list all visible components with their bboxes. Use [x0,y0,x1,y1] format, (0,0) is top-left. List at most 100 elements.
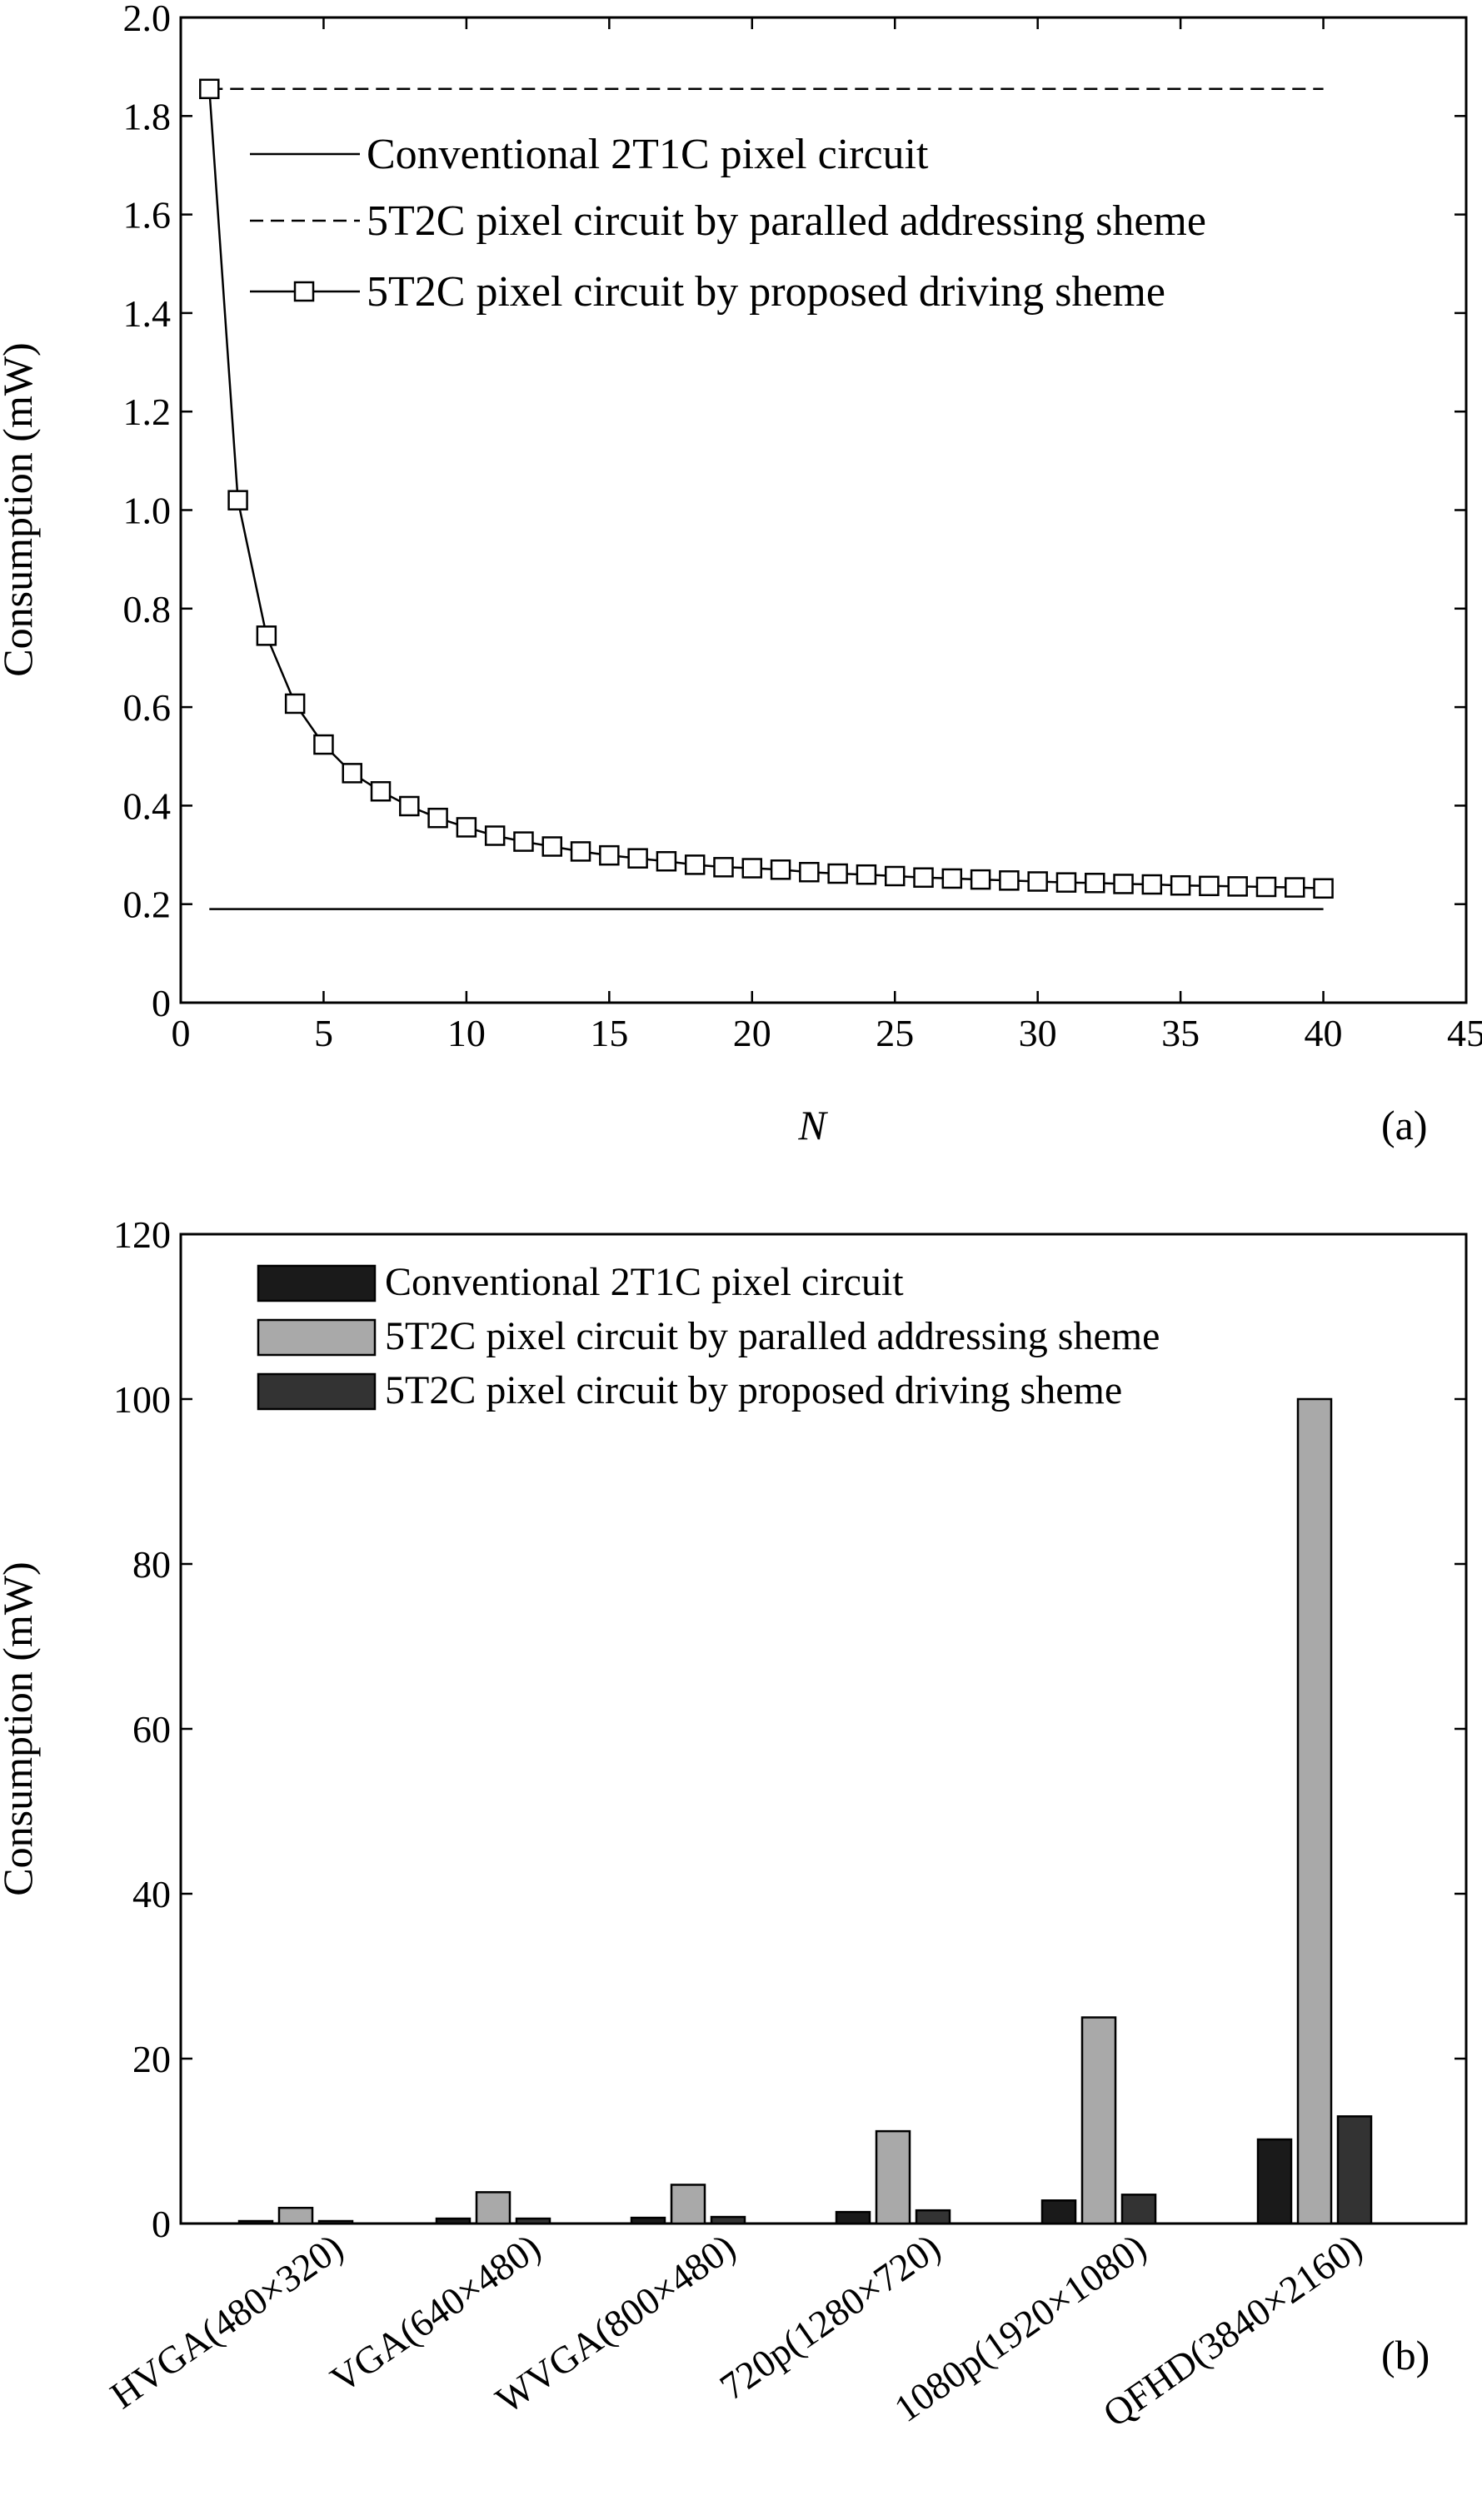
chart-b-bar [1040,2199,1077,2225]
chart-a-legend-item: Conventional 2T1C pixel circuit [250,131,929,178]
chart-a-data-point [227,490,248,510]
chart-a-data-point [999,870,1020,891]
chart-b-bar [835,2210,871,2225]
chart-a-x-axis-label: N [797,1102,828,1148]
chart-a-data-point [884,865,906,887]
chart-a-data-point [513,831,534,852]
chart-b-legend-item: Conventional 2T1C pixel circuit [257,1260,904,1304]
chart-b-x-ticks: HVGA(480×320)VGA(640×480)WVGA(800×480)72… [102,2225,1369,2435]
chart-a-data-point [199,78,220,100]
chart-a-legend-marker [293,281,315,302]
chart-a-x-tick-label: 20 [733,1012,771,1054]
chart-b-bar [875,2129,911,2225]
chart-b-y-tick-label: 80 [132,1543,171,1586]
chart-a-data-point [342,763,362,784]
chart-a-series [199,78,1334,910]
chart-a-x-tick-label: 0 [172,1012,191,1054]
chart-a-y-tick-label: 1.0 [123,490,172,532]
chart-b-y-axis-label: Consumption (mW) [0,1561,41,1895]
chart-a-data-point [713,857,734,878]
chart-a-y-tick-label: 0.2 [123,884,172,926]
chart-a-data-point [627,848,648,869]
chart-a-legend-item: 5T2C pixel circuit by proposed driving s… [250,268,1165,316]
chart-b-legend-item: 5T2C pixel circuit by proposed driving s… [257,1368,1122,1412]
chart-b-legend: Conventional 2T1C pixel circuit 5T2C pix… [257,1260,1160,1412]
chart-a-data-point [1084,873,1105,894]
chart-a-x-tick-label: 10 [447,1012,486,1054]
chart-b-bar [475,2191,511,2225]
chart-a-data-point [1170,874,1191,896]
chart-a-legend-label: 5T2C pixel circuit by proposed driving s… [367,268,1165,316]
chart-b-legend-label: 5T2C pixel circuit by proposed driving s… [385,1368,1122,1412]
chart-b-legend-swatch [257,1372,377,1411]
chart-a-x-tick-label: 15 [590,1012,628,1054]
chart-a-y-tick-label: 1.2 [123,391,172,433]
chart-b-bar [710,2215,746,2225]
chart-a-x-ticks: 0 5 10 15 20 25 30 35 40 45 [172,17,1482,1054]
chart-b-y-tick-label: 20 [132,2038,171,2080]
chart-a-y-tick-label: 0.4 [123,784,172,827]
chart-a-y-tick-label: 0.6 [123,686,172,729]
chart-a-data-point [399,795,420,817]
chart-a-data-point [827,863,848,884]
chart-b-y-ticks: 0 20 40 60 80 100 120 [113,1213,1466,2245]
chart-b-y-tick-label: 0 [152,2203,171,2245]
chart-a-legend: Conventional 2T1C pixel circuit 5T2C pix… [250,131,1206,316]
chart-a-y-tick-label: 0 [152,982,171,1024]
chart-b-bar [1120,2194,1157,2225]
chart-b-bar [237,2219,274,2225]
chart-b-legend-label: 5T2C pixel circuit by paralled addressin… [385,1314,1160,1358]
chart-a-data-point [1141,874,1163,895]
chart-a-x-tick-label: 45 [1447,1012,1482,1054]
chart-b-y-tick-label: 60 [132,1708,171,1751]
chart-a-x-tick-label: 30 [1019,1012,1057,1054]
chart-a-y-ticks: 0 0.2 0.4 0.6 0.8 1.0 1.2 1.4 1.6 1.8 2.0 [123,0,1466,1024]
chart-a-data-point [1227,876,1248,897]
chart-a-data-point [1113,874,1134,894]
chart-b-legend-item: 5T2C pixel circuit by paralled addressin… [257,1314,1160,1358]
chart-a-data-point [684,854,706,875]
chart-a: 0 0.2 0.4 0.6 0.8 1.0 1.2 1.4 1.6 1.8 2.0 0 5 10 15 20… [0,0,1482,1148]
chart-a-y-tick-label: 1.4 [123,292,172,335]
chart-a-data-point [1255,876,1277,898]
chart-a-data-point [456,817,477,838]
chart-a-y-tick-label: 1.8 [123,95,172,137]
chart-a-legend-label: Conventional 2T1C pixel circuit [367,131,929,178]
chart-a-series-line-2 [208,88,1324,890]
chart-b-y-tick-label: 100 [113,1378,171,1421]
chart-b-legend-swatch [257,1264,377,1302]
chart-a-data-point [313,734,334,755]
chart-a-data-point [1285,877,1305,898]
chart-a-x-tick-label: 5 [314,1012,333,1054]
chart-b-bar [1336,2115,1373,2225]
chart-a-data-point [1313,878,1334,899]
chart-a-data-point [256,625,277,646]
chart-b-x-tick-label: HVGA(480×320) [102,2225,350,2417]
chart-b-y-tick-label: 120 [113,1213,171,1256]
chart-b-bar [317,2219,354,2225]
chart-b-legend-swatch [257,1318,377,1357]
chart-a-data-point [1199,875,1220,897]
chart-b-legend-label: Conventional 2T1C pixel circuit [385,1260,904,1304]
chart-b: 0 20 40 60 80 100 120 HVGA(480×320)VGA(640×480… [0,1213,1468,2435]
chart-a-x-tick-label: 35 [1161,1012,1200,1054]
chart-a-data-point [770,859,791,880]
chart-b-panel-label: (b) [1381,2332,1430,2378]
chart-b-bar [277,2206,314,2225]
chart-b-bars [237,1397,1373,2225]
chart-a-data-point [970,869,991,890]
chart-a-data-point [570,841,591,862]
chart-a-data-point [541,836,563,857]
chart-a-y-tick-label: 0.8 [123,588,172,630]
chart-b-y-tick-label: 40 [132,1873,171,1915]
chart-a-data-point [656,850,677,872]
chart-a-legend-label: 5T2C pixel circuit by paralled addressin… [367,197,1206,245]
chart-b-bar [670,2184,706,2225]
chart-b-bar [435,2217,472,2225]
chart-b-bar [1296,1397,1333,2225]
chart-a-legend-item: 5T2C pixel circuit by paralled addressin… [250,197,1206,245]
chart-a-data-point [599,844,620,866]
chart-b-bar [515,2217,551,2225]
chart-a-x-tick-label: 40 [1305,1012,1343,1054]
